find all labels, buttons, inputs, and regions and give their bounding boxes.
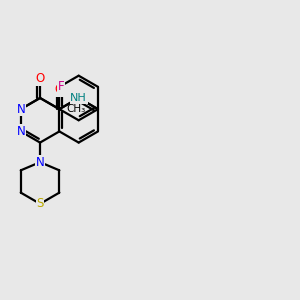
Text: NH: NH [70,93,87,103]
Text: O: O [55,83,64,96]
Text: S: S [36,197,44,210]
Text: F: F [58,80,64,93]
Text: N: N [36,156,44,169]
Text: N: N [16,125,25,138]
Text: O: O [35,72,45,85]
Text: N: N [16,103,25,116]
Text: CH₃: CH₃ [66,104,85,114]
